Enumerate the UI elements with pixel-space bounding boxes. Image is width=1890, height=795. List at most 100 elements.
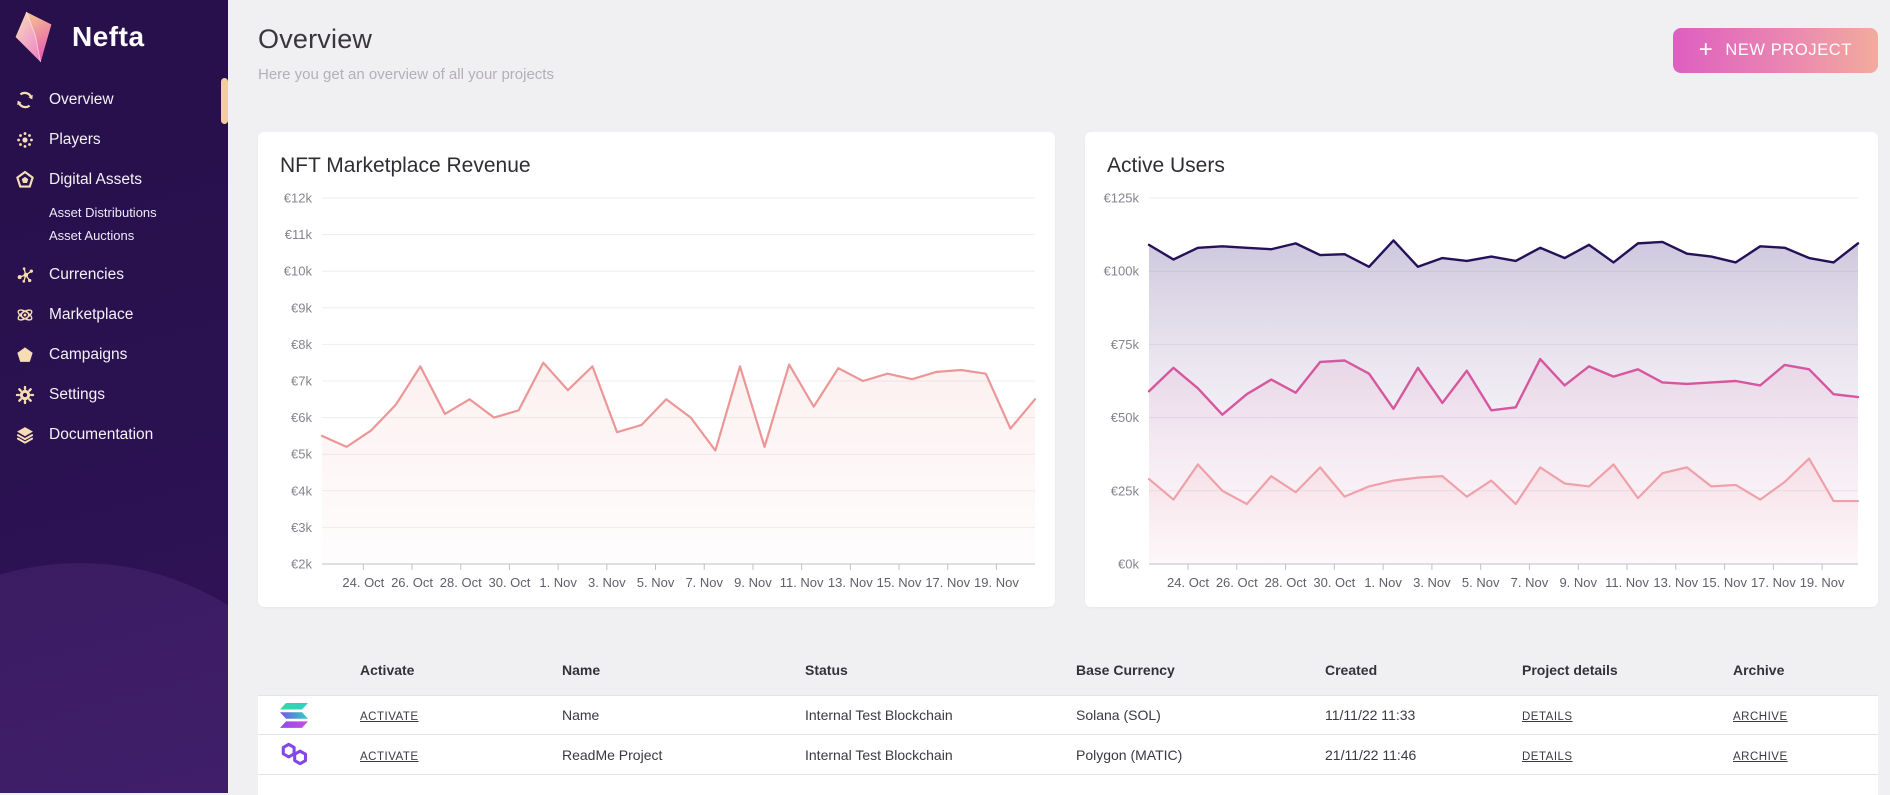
details-link[interactable]: DETAILS	[1522, 711, 1573, 723]
active-users-chart-card: Active Users €125k €100k €75k €50k €25k €0k 24…	[1085, 132, 1878, 607]
svg-text:€8k: €8k	[291, 337, 312, 352]
svg-text:24. Oct: 24. Oct	[1167, 575, 1209, 590]
sidebar-item-label: Settings	[49, 386, 106, 403]
table-header-status: Status	[805, 662, 848, 678]
table-header-project-details: Project details	[1522, 662, 1618, 678]
svg-text:28. Oct: 28. Oct	[440, 575, 482, 590]
sidebar-item-label: Players	[49, 131, 101, 148]
settings-icon	[14, 384, 36, 406]
svg-text:5. Nov: 5. Nov	[1462, 575, 1500, 590]
svg-text:24. Oct: 24. Oct	[342, 575, 384, 590]
table-header-name: Name	[562, 662, 601, 678]
sidebar-subnav: Asset Distributions Asset Auctions	[0, 200, 228, 255]
table-cell: ARCHIVE	[1733, 707, 1878, 723]
sidebar-nav: Overview Players Digital Assets Asset Distr…	[0, 66, 228, 455]
sidebar-item-players[interactable]: Players	[0, 120, 228, 160]
sidebar-item-label: Digital Assets	[49, 171, 143, 188]
table-header-created: Created	[1325, 662, 1378, 678]
sidebar-item-currencies[interactable]: Currencies	[0, 255, 228, 295]
overview-icon	[14, 89, 36, 111]
svg-text:1. Nov: 1. Nov	[539, 575, 577, 590]
nefta-logo[interactable]: Nefta	[0, 0, 228, 66]
created-date: 11/11/22 11:33	[1325, 707, 1416, 723]
svg-text:15. Nov: 15. Nov	[877, 575, 922, 590]
sidebar-subitem-asset-auctions[interactable]: Asset Auctions	[49, 228, 135, 243]
base-currency: Polygon (MATIC)	[1076, 746, 1183, 763]
sidebar-subitem-asset-distributions[interactable]: Asset Distributions	[49, 205, 157, 220]
table-cell: ACTIVATE	[360, 707, 562, 723]
digital-assets-icon	[14, 169, 36, 191]
revenue-chart-title: NFT Marketplace Revenue	[280, 154, 531, 177]
chart-cards: NFT Marketplace Revenue €12k €11k €10k €9k €…	[258, 132, 1878, 607]
svg-text:17. Nov: 17. Nov	[1751, 575, 1796, 590]
table-row: ACTIVATE ReadMe Project Internal Test Bloc…	[258, 735, 1878, 775]
details-link[interactable]: DETAILS	[1522, 750, 1573, 763]
svg-text:5. Nov: 5. Nov	[637, 575, 675, 590]
table-cell: DETAILS	[1522, 707, 1733, 723]
svg-text:€50k: €50k	[1111, 410, 1140, 425]
sidebar-item-campaigns[interactable]: Campaigns	[0, 335, 228, 375]
table-header-base-currency: Base Currency	[1076, 662, 1175, 678]
svg-text:3. Nov: 3. Nov	[1413, 575, 1451, 590]
sidebar-item-label: Overview	[49, 91, 114, 108]
table-cell: ARCHIVE	[1733, 747, 1878, 763]
archive-link[interactable]: ARCHIVE	[1733, 711, 1788, 723]
main-content: Overview Here you get an overview of all…	[228, 0, 1890, 795]
sidebar-item-label: Documentation	[49, 426, 154, 443]
sidebar-item-label: Currencies	[49, 266, 124, 283]
table-body: ACTIVATE Name Internal Test Blockchain Sola…	[258, 695, 1878, 795]
sidebar-decoration-circle	[0, 563, 228, 793]
new-project-button[interactable]: + NEW PROJECT	[1672, 28, 1878, 73]
svg-text:€2k: €2k	[291, 557, 312, 572]
projects-table: Activate Name Status Base Currency Created Pr…	[258, 645, 1878, 795]
sidebar: Nefta Overview Players Digital Assets Asset…	[0, 0, 228, 793]
svg-text:17. Nov: 17. Nov	[925, 575, 970, 590]
svg-text:19. Nov: 19. Nov	[1800, 575, 1845, 590]
new-project-label: NEW PROJECT	[1725, 41, 1852, 59]
project-name: Name	[562, 707, 600, 723]
activate-link[interactable]: ACTIVATE	[360, 711, 419, 723]
svg-text:15. Nov: 15. Nov	[1702, 575, 1747, 590]
svg-text:7. Nov: 7. Nov	[1511, 575, 1549, 590]
svg-text:€9k: €9k	[291, 300, 312, 315]
svg-text:€125k: €125k	[1104, 191, 1140, 206]
svg-text:€5k: €5k	[291, 447, 312, 462]
sidebar-item-documentation[interactable]: Documentation	[0, 415, 228, 455]
revenue-chart-card: NFT Marketplace Revenue €12k €11k €10k €9k €…	[258, 132, 1055, 607]
page-title: Overview	[258, 24, 373, 54]
svg-text:€100k: €100k	[1104, 264, 1140, 279]
sidebar-item-overview[interactable]: Overview	[0, 80, 228, 120]
table-cell: ACTIVATE	[360, 747, 562, 763]
project-status: Internal Test Blockchain	[805, 746, 953, 763]
page-header: Overview Here you get an overview of all…	[258, 0, 1878, 83]
svg-text:€7k: €7k	[291, 374, 312, 389]
svg-text:9. Nov: 9. Nov	[734, 575, 772, 590]
sidebar-item-settings[interactable]: Settings	[0, 375, 228, 415]
sidebar-item-marketplace[interactable]: Marketplace	[0, 295, 228, 335]
svg-text:28. Oct: 28. Oct	[1265, 575, 1307, 590]
svg-text:€75k: €75k	[1111, 337, 1140, 352]
sidebar-item-digital-assets[interactable]: Digital Assets	[0, 160, 228, 200]
logo-text: Nefta	[72, 21, 145, 52]
project-status: Internal Test Blockchain	[805, 707, 953, 723]
activate-link[interactable]: ACTIVATE	[360, 750, 419, 763]
archive-link[interactable]: ARCHIVE	[1733, 750, 1788, 763]
project-name: ReadMe Project	[562, 746, 663, 763]
sidebar-item-label: Marketplace	[49, 306, 134, 323]
marketplace-icon	[14, 304, 36, 326]
svg-text:1. Nov: 1. Nov	[1364, 575, 1402, 590]
svg-text:€3k: €3k	[291, 520, 312, 535]
sidebar-item-label: Campaigns	[49, 346, 128, 363]
currencies-icon	[14, 264, 36, 286]
table-icon-cell	[258, 740, 360, 769]
svg-text:€4k: €4k	[291, 483, 312, 498]
svg-text:€11k: €11k	[285, 227, 313, 242]
campaigns-icon	[14, 344, 36, 366]
table-header-row: Activate Name Status Base Currency Created Pr…	[258, 645, 1878, 695]
polygon-icon	[278, 740, 311, 769]
svg-text:€12k: €12k	[284, 191, 313, 206]
svg-text:€6k: €6k	[291, 410, 312, 425]
svg-text:3. Nov: 3. Nov	[588, 575, 626, 590]
svg-text:26. Oct: 26. Oct	[1216, 575, 1258, 590]
